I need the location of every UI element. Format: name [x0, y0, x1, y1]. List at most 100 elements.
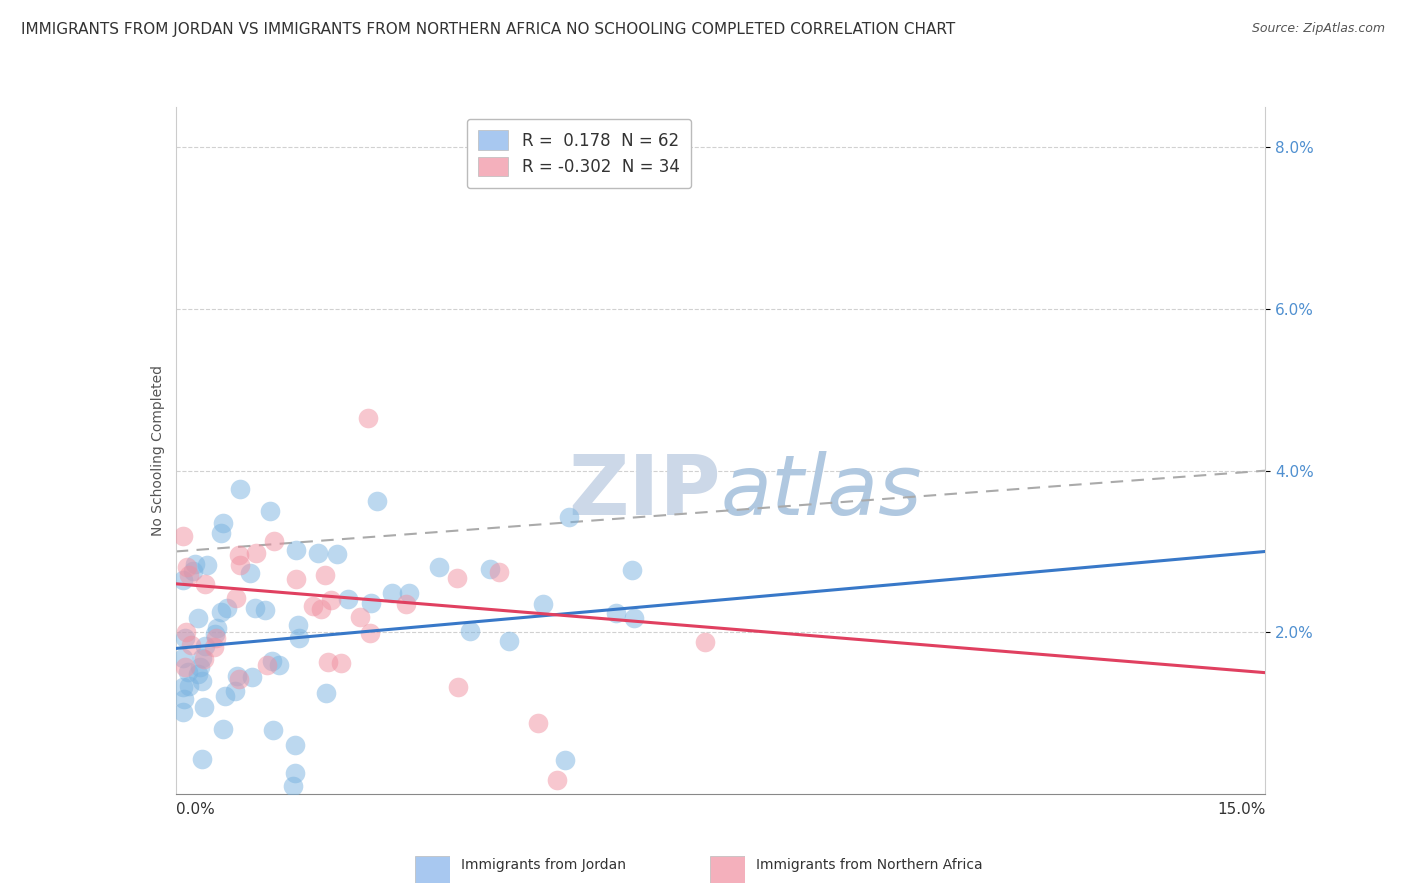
- Point: [202, 640, 225, 654]
- Point: [398, 586, 420, 600]
- Text: 0.0%: 0.0%: [176, 802, 215, 817]
- Point: [302, 599, 325, 613]
- Point: [172, 681, 194, 695]
- Point: [212, 516, 235, 531]
- Point: [263, 533, 285, 548]
- Legend: R =  0.178  N = 62, R = -0.302  N = 34: R = 0.178 N = 62, R = -0.302 N = 34: [467, 119, 692, 188]
- Point: [194, 639, 217, 653]
- Point: [623, 611, 645, 625]
- Point: [316, 655, 339, 669]
- Point: [187, 667, 209, 681]
- Point: [527, 716, 550, 731]
- Point: [245, 601, 267, 615]
- Text: ZIP: ZIP: [568, 451, 721, 533]
- Point: [172, 573, 194, 587]
- Point: [180, 638, 202, 652]
- Point: [488, 565, 510, 579]
- Point: [447, 680, 470, 694]
- Point: [458, 624, 481, 638]
- Point: [225, 591, 247, 605]
- Point: [269, 658, 291, 673]
- Point: [395, 597, 418, 611]
- Point: [188, 660, 211, 674]
- Point: [191, 651, 214, 665]
- Point: [531, 597, 554, 611]
- Point: [427, 560, 450, 574]
- Point: [446, 571, 468, 585]
- Point: [360, 596, 382, 610]
- Point: [281, 779, 304, 793]
- Point: [239, 566, 262, 580]
- Point: [284, 543, 307, 558]
- Point: [546, 772, 568, 787]
- Text: 15.0%: 15.0%: [1218, 802, 1265, 817]
- Point: [307, 546, 329, 560]
- Point: [174, 624, 197, 639]
- Y-axis label: No Schooling Completed: No Schooling Completed: [150, 365, 165, 536]
- Point: [193, 652, 215, 666]
- Point: [205, 632, 228, 646]
- Point: [174, 660, 197, 674]
- Point: [173, 631, 195, 645]
- Point: [191, 674, 214, 689]
- Point: [209, 526, 232, 541]
- Point: [184, 557, 207, 571]
- Point: [259, 504, 281, 518]
- Point: [356, 411, 378, 425]
- Point: [224, 683, 246, 698]
- Point: [288, 631, 311, 645]
- Point: [205, 621, 228, 635]
- Point: [284, 765, 307, 780]
- Point: [478, 562, 501, 576]
- Point: [204, 627, 226, 641]
- Point: [554, 753, 576, 767]
- Point: [181, 565, 204, 579]
- Point: [179, 679, 201, 693]
- Point: [366, 493, 388, 508]
- Point: [228, 672, 250, 686]
- Point: [240, 670, 263, 684]
- Point: [287, 618, 309, 632]
- Text: Source: ZipAtlas.com: Source: ZipAtlas.com: [1251, 22, 1385, 36]
- Point: [558, 510, 581, 524]
- Text: Immigrants from Northern Africa: Immigrants from Northern Africa: [756, 858, 983, 872]
- Point: [187, 611, 209, 625]
- Point: [191, 752, 214, 766]
- Text: Immigrants from Jordan: Immigrants from Jordan: [461, 858, 626, 872]
- Point: [260, 654, 283, 668]
- Point: [228, 548, 250, 562]
- Point: [214, 690, 236, 704]
- Point: [359, 626, 381, 640]
- Point: [212, 722, 235, 736]
- Point: [330, 656, 353, 670]
- Point: [177, 567, 200, 582]
- Point: [321, 593, 343, 607]
- Point: [315, 686, 337, 700]
- Point: [195, 558, 218, 572]
- Point: [172, 529, 194, 543]
- Point: [217, 601, 239, 615]
- Point: [693, 635, 716, 649]
- Point: [262, 723, 284, 738]
- Point: [336, 592, 359, 607]
- Point: [193, 699, 215, 714]
- Point: [326, 547, 349, 561]
- Text: atlas: atlas: [721, 451, 922, 533]
- Point: [498, 634, 520, 648]
- Point: [176, 560, 198, 574]
- Point: [621, 563, 644, 577]
- Point: [284, 738, 307, 752]
- Point: [229, 558, 252, 573]
- Point: [381, 586, 404, 600]
- Point: [311, 602, 333, 616]
- Point: [172, 705, 194, 719]
- Point: [209, 605, 232, 619]
- Point: [254, 603, 277, 617]
- Point: [177, 665, 200, 679]
- Point: [256, 658, 278, 673]
- Text: IMMIGRANTS FROM JORDAN VS IMMIGRANTS FROM NORTHERN AFRICA NO SCHOOLING COMPLETED: IMMIGRANTS FROM JORDAN VS IMMIGRANTS FRO…: [21, 22, 955, 37]
- Point: [314, 567, 336, 582]
- Point: [172, 651, 194, 665]
- Point: [194, 577, 217, 591]
- Point: [226, 669, 249, 683]
